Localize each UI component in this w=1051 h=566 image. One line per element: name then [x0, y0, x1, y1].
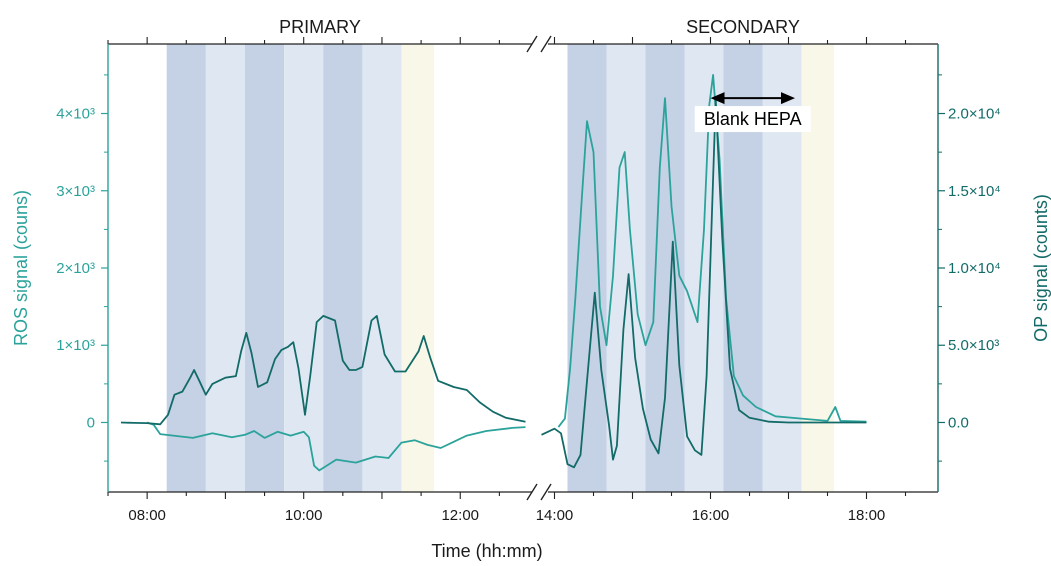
- series-line-0: [146, 421, 526, 472]
- y-left-tick-label-0: 0: [87, 414, 95, 431]
- annotation-label-background: [694, 106, 811, 133]
- axis-break-0-1: [526, 483, 538, 501]
- y-left-tick-label-4: 4×10³: [56, 106, 95, 123]
- y-axis-right-title: OP signal (counts): [1031, 194, 1051, 342]
- axes-frame: [101, 35, 945, 501]
- axis-break-1-1: [540, 483, 552, 501]
- x-tick-label-0-2: 12:00: [441, 507, 479, 524]
- panel-title-secondary: SECONDARY: [686, 17, 800, 37]
- x-tick-label-1-2: 18:00: [848, 507, 886, 524]
- annotation-arrow-head-right: [781, 92, 795, 105]
- y-left-tick-label-3: 3×10³: [56, 183, 95, 200]
- series-line-2: [557, 74, 867, 428]
- band-3: [284, 44, 324, 492]
- y-right-tick-label-2: 1.0×10⁴: [948, 260, 1001, 277]
- annotation-label: Blank HEPA: [704, 109, 802, 129]
- y-right-tick-label-4: 2.0×10⁴: [948, 106, 1001, 123]
- band-4: [323, 44, 363, 492]
- y-left-tick-label-1: 1×10³: [56, 337, 95, 354]
- band-5: [362, 44, 402, 492]
- annotation: Blank HEPA: [694, 92, 811, 133]
- panel-title-primary: PRIMARY: [279, 17, 361, 37]
- data-series: [120, 74, 867, 472]
- y-axis-left-title: ROS signal (couns): [11, 190, 31, 346]
- band-1: [205, 44, 245, 492]
- band-2: [244, 44, 285, 492]
- axis-break-0-0: [526, 35, 538, 53]
- series-line-3: [541, 98, 867, 469]
- band-0: [166, 44, 206, 492]
- y-right-tick-label-3: 1.5×10⁴: [948, 183, 1001, 200]
- x-tick-label-0-1: 10:00: [285, 507, 323, 524]
- y-right-tick-label-1: 5.0×10³: [948, 337, 999, 354]
- x-axis-title: Time (hh:mm): [431, 541, 542, 561]
- band-6: [401, 44, 435, 492]
- annotation-arrow-head-left: [710, 92, 725, 105]
- y-right-tick-label-0: 0.0: [948, 414, 969, 431]
- y-left-tick-label-2: 2×10³: [56, 260, 95, 277]
- x-tick-label-1-0: 14:00: [536, 507, 574, 524]
- band-8: [606, 44, 646, 492]
- x-tick-label-0-0: 08:00: [128, 507, 166, 524]
- axis-break-1-0: [540, 35, 552, 53]
- x-tick-label-1-1: 16:00: [692, 507, 730, 524]
- band-7: [567, 44, 607, 492]
- series-line-1: [120, 315, 526, 426]
- chart-text: PRIMARY SECONDARY Time (hh:mm) ROS signa…: [11, 17, 1051, 561]
